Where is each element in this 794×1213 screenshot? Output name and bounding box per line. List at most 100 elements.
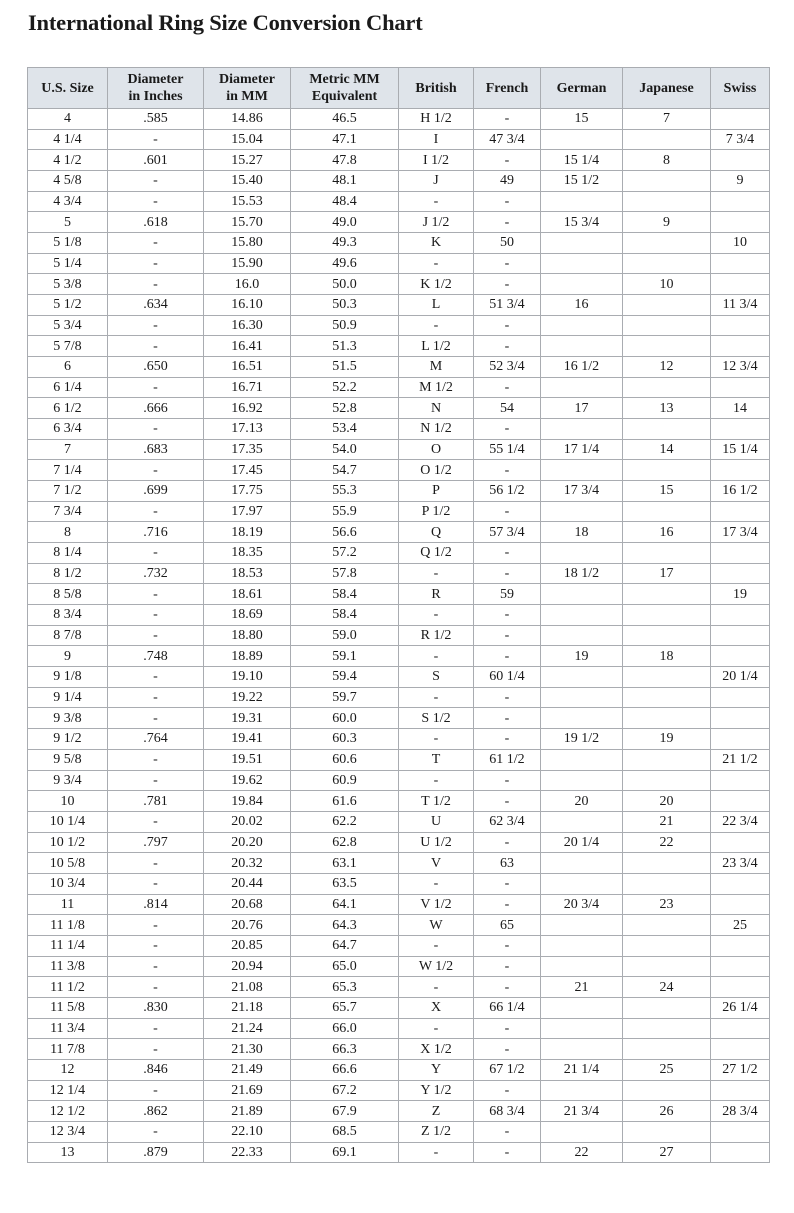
table-cell: 57.8 (290, 562, 399, 585)
table-cell: - (398, 686, 474, 709)
table-cell: 48.4 (290, 190, 399, 213)
table-row: 10 1/2.797 20.20 62.8 U 1/2-20 1/4 22 (27, 831, 770, 854)
table-cell (540, 934, 623, 957)
table-cell (622, 190, 711, 213)
table-cell: 5 3/4 (27, 314, 108, 337)
table-cell: 15 (540, 108, 623, 130)
table-cell (710, 108, 770, 130)
table-cell: - (473, 190, 541, 213)
table-cell: 19.10 (203, 666, 291, 688)
table-cell: 9 5/8 (27, 748, 108, 771)
table-cell: P (398, 480, 474, 502)
table-cell: .748 (107, 645, 204, 668)
table-cell: 15.70 (203, 211, 291, 234)
table-cell: - (473, 149, 541, 172)
table-cell: - (107, 914, 204, 936)
table-cell (622, 955, 711, 978)
table-cell: 10 3/4 (27, 872, 108, 895)
table-cell: 59.4 (290, 666, 399, 688)
table-cell: 11 3/4 (710, 294, 770, 316)
table-cell: - (107, 707, 204, 730)
table-cell: 19 1/2 (540, 728, 623, 750)
table-cell: Q (398, 521, 474, 544)
table-cell: 10 1/4 (27, 810, 108, 833)
table-cell: - (398, 728, 474, 750)
table-cell (710, 604, 770, 626)
table-cell (710, 790, 770, 812)
table-cell: 8 1/4 (27, 542, 108, 564)
table-cell: 19.62 (203, 769, 291, 792)
table-cell (540, 769, 623, 792)
table-cell (622, 769, 711, 792)
table-cell: - (107, 976, 204, 998)
table-cell (540, 624, 623, 647)
table-cell: 8 3/4 (27, 604, 108, 626)
table-cell: 19.31 (203, 707, 291, 730)
table-cell: 61.6 (290, 790, 399, 812)
table-cell (710, 769, 770, 792)
table-row: 6 1/2.666 16.92 52.8 N 54 17 13 14 (27, 397, 770, 420)
table-cell: H 1/2 (398, 108, 474, 130)
table-cell: 21.49 (203, 1058, 291, 1081)
table-cell (540, 542, 623, 564)
table-cell: J 1/2 (398, 211, 474, 234)
table-row: 8 1/2.732 18.53 57.8- -18 1/2 17 (27, 562, 770, 585)
table-cell: - (107, 459, 204, 482)
table-cell (622, 1120, 711, 1143)
table-cell: K (398, 232, 474, 254)
table-cell: Z (398, 1100, 474, 1122)
table-cell (540, 376, 623, 399)
table-cell: 5 1/8 (27, 232, 108, 254)
table-cell: - (107, 666, 204, 688)
table-cell (710, 273, 770, 296)
table-cell: 57 3/4 (473, 521, 541, 544)
table-cell: 60 1/4 (473, 666, 541, 688)
table-cell: 9 1/2 (27, 728, 108, 750)
table-cell: 10 5/8 (27, 852, 108, 874)
table-cell: 20.32 (203, 852, 291, 874)
column-header: Diameter in MM (203, 67, 291, 109)
table-cell: 18 (622, 645, 711, 668)
table-cell: - (473, 645, 541, 668)
table-cell: - (473, 728, 541, 750)
table-cell: 51 3/4 (473, 294, 541, 316)
table-cell: 9 3/8 (27, 707, 108, 730)
table-cell: 14 (710, 397, 770, 420)
table-row: 7.683 17.35 54.0 O 55 1/4 17 1/4 14 15 1/4 (27, 438, 770, 461)
table-cell (710, 893, 770, 916)
table-cell: 19 (540, 645, 623, 668)
table-cell: 59 (473, 583, 541, 606)
table-cell: 55.9 (290, 500, 399, 523)
table-cell: .732 (107, 562, 204, 585)
table-cell: - (473, 562, 541, 585)
table-cell: X (398, 996, 474, 1019)
table-row: 11 5/8.830 21.18 65.7 X 66 1/4 26 1/4 (27, 996, 770, 1019)
table-cell: 9 (710, 170, 770, 192)
table-row: 7 1/4-17.45 54.7 O 1/2- (27, 459, 770, 482)
table-cell: 19.84 (203, 790, 291, 812)
table-cell: 54.0 (290, 438, 399, 461)
table-cell: 24 (622, 976, 711, 998)
column-header: Swiss (710, 67, 770, 109)
table-cell: J (398, 170, 474, 192)
table-cell: - (473, 1038, 541, 1060)
table-row: 4.585 14.86 46.5 H 1/2-15 7 (27, 108, 770, 130)
table-cell: O (398, 438, 474, 461)
table-cell: 16 1/2 (540, 356, 623, 378)
table-cell: 4 1/4 (27, 128, 108, 151)
table-cell: 19.51 (203, 748, 291, 771)
table-cell: - (473, 790, 541, 812)
table-cell: 60.6 (290, 748, 399, 771)
table-cell: - (473, 376, 541, 399)
table-cell: 6 1/2 (27, 397, 108, 420)
table-cell: 20.20 (203, 831, 291, 854)
table-cell: 22 (540, 1141, 623, 1164)
table-cell: - (398, 1017, 474, 1040)
table-cell: 62.2 (290, 810, 399, 833)
table-cell: - (107, 1079, 204, 1102)
table-cell: 15.53 (203, 190, 291, 213)
table-cell: 7 (622, 108, 711, 130)
table-row: 9 1/4-19.22 59.7- - (27, 686, 770, 709)
table-cell (540, 459, 623, 482)
table-cell: - (107, 170, 204, 192)
